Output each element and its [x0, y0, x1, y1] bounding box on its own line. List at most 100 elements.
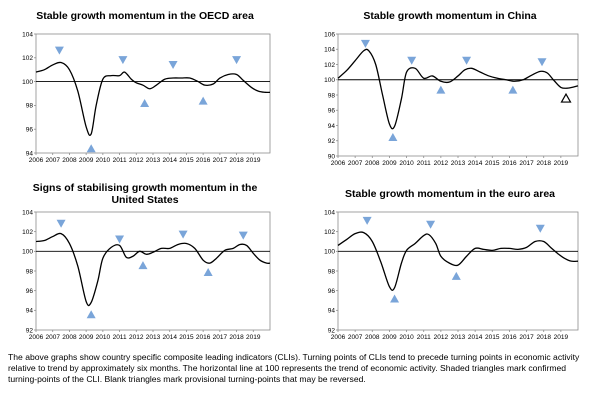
- y-tick-label: 98: [328, 268, 336, 275]
- y-tick-label: 92: [328, 138, 336, 145]
- chart-title: Stable growth momentum in the euro area: [344, 188, 556, 200]
- confirmed-turning-point-peak: [232, 56, 242, 65]
- y-tick-label: 96: [26, 288, 34, 295]
- x-tick-label: 2014: [162, 157, 177, 164]
- chart-panel-united-states: Signs of stabilising growth momentum in …: [0, 180, 290, 350]
- figure-caption: The above graphs show country specific c…: [8, 352, 580, 384]
- cli-series-line: [35, 232, 271, 307]
- x-tick-label: 2009: [382, 160, 397, 167]
- chart-title: Stable growth momentum in China: [363, 10, 537, 22]
- y-tick-label: 100: [22, 79, 33, 86]
- x-tick-label: 2015: [485, 334, 500, 341]
- x-tick-label: 2006: [331, 334, 346, 341]
- confirmed-turning-point-peak: [462, 56, 472, 65]
- confirmed-turning-point-peak: [238, 231, 248, 240]
- x-tick-label: 2016: [196, 157, 211, 164]
- y-tick-label: 104: [324, 47, 335, 54]
- confirmed-turning-point-peak: [56, 219, 66, 228]
- chart-panel-china: Stable growth momentum in China 90 92 94 96…: [300, 4, 600, 174]
- x-tick-label: 2010: [96, 334, 111, 341]
- x-tick-label: 2014: [468, 160, 483, 167]
- confirmed-turning-point-peak: [54, 46, 64, 55]
- x-tick-label: 2006: [29, 157, 44, 164]
- x-tick-label: 2013: [146, 157, 161, 164]
- y-tick-label: 94: [328, 123, 336, 130]
- x-tick-label: 2010: [399, 160, 414, 167]
- x-tick-label: 2013: [451, 334, 466, 341]
- confirmed-turning-point-peak: [168, 60, 178, 69]
- y-tick-label: 92: [26, 327, 34, 334]
- y-tick-label: 96: [328, 288, 336, 295]
- x-tick-label: 2011: [113, 334, 127, 341]
- confirmed-turning-point-peak: [535, 224, 545, 233]
- y-tick-label: 106: [324, 31, 335, 38]
- x-tick-label: 2009: [79, 334, 94, 341]
- chart-panel-oecd: Stable growth momentum in the OECD area …: [0, 4, 290, 174]
- y-tick-label: 98: [26, 268, 34, 275]
- x-tick-label: 2018: [536, 160, 551, 167]
- x-tick-label: 2012: [434, 334, 449, 341]
- confirmed-turning-point-trough: [390, 294, 400, 303]
- confirmed-turning-point-trough: [436, 85, 446, 94]
- confirmed-turning-point-peak: [426, 220, 436, 229]
- y-tick-label: 102: [22, 229, 33, 236]
- x-tick-label: 2017: [519, 160, 534, 167]
- y-tick-label: 90: [328, 153, 336, 160]
- x-tick-label: 2011: [417, 334, 431, 341]
- plot-frame: [35, 211, 271, 331]
- y-tick-label: 104: [22, 209, 33, 216]
- confirmed-turning-point-peak: [407, 56, 417, 65]
- x-tick-label: 2016: [502, 160, 517, 167]
- x-tick-label: 2012: [129, 334, 144, 341]
- x-tick-label: 2018: [536, 334, 551, 341]
- y-tick-label: 100: [324, 249, 335, 256]
- x-tick-label: 2017: [213, 334, 228, 341]
- x-tick-label: 2007: [348, 160, 363, 167]
- x-tick-label: 2013: [451, 160, 466, 167]
- cli-series-line: [35, 61, 271, 137]
- plot-frame: [337, 211, 579, 331]
- x-tick-label: 2007: [45, 157, 60, 164]
- x-tick-label: 2011: [417, 160, 431, 167]
- y-tick-label: 94: [26, 308, 34, 315]
- confirmed-turning-point-trough: [203, 267, 213, 276]
- x-tick-label: 2018: [229, 157, 244, 164]
- cli-series-line: [337, 48, 579, 130]
- x-tick-label: 2016: [196, 334, 211, 341]
- chart-panel-euro-area: Stable growth momentum in the euro area …: [300, 180, 600, 350]
- confirmed-turning-point-peak: [115, 235, 125, 244]
- confirmed-turning-point-trough: [388, 132, 398, 141]
- confirmed-turning-point-trough: [140, 99, 150, 108]
- x-tick-label: 2012: [434, 160, 449, 167]
- y-tick-label: 94: [328, 308, 336, 315]
- x-tick-label: 2006: [29, 334, 44, 341]
- x-tick-label: 2007: [45, 334, 60, 341]
- y-tick-label: 98: [328, 92, 336, 99]
- y-tick-label: 102: [22, 55, 33, 62]
- x-tick-label: 2008: [62, 157, 77, 164]
- x-tick-label: 2015: [179, 157, 194, 164]
- x-tick-label: 2016: [502, 334, 517, 341]
- y-tick-label: 102: [324, 62, 335, 69]
- confirmed-turning-point-peak: [362, 216, 372, 225]
- chart-title: Stable growth momentum in the OECD area: [36, 10, 254, 22]
- x-tick-label: 2008: [365, 334, 380, 341]
- x-tick-label: 2012: [129, 157, 144, 164]
- y-tick-label: 98: [26, 103, 34, 110]
- confirmed-turning-point-trough: [451, 271, 461, 280]
- x-tick-label: 2015: [179, 334, 194, 341]
- plot-frame: [337, 33, 579, 157]
- x-tick-label: 2006: [331, 160, 346, 167]
- confirmed-turning-point-trough: [86, 310, 96, 319]
- x-tick-label: 2017: [213, 157, 228, 164]
- x-tick-label: 2009: [79, 157, 94, 164]
- y-tick-label: 100: [324, 77, 335, 84]
- y-tick-label: 96: [26, 127, 34, 134]
- confirmed-turning-point-trough: [198, 96, 208, 105]
- x-tick-label: 2009: [382, 334, 397, 341]
- y-tick-label: 102: [324, 229, 335, 236]
